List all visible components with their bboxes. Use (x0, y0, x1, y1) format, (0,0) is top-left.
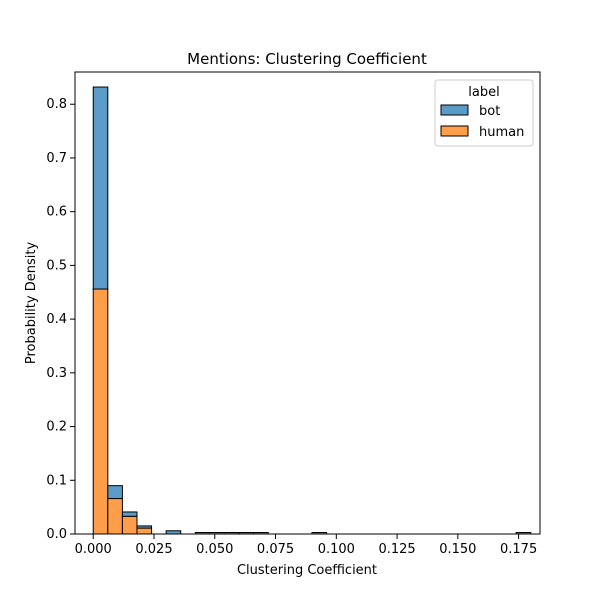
legend-swatch-bot (440, 104, 469, 116)
x-tick-label-6: 0.150 (439, 542, 476, 557)
y-tick-label-7: 0.7 (46, 151, 67, 166)
legend-swatch-human (440, 125, 469, 137)
legend-label-bot: bot (479, 104, 500, 119)
y-tick-label-2: 0.2 (46, 420, 67, 435)
bar-bot-bin-0 (92, 86, 109, 290)
x-tick-label-4: 0.100 (318, 542, 355, 557)
bar-bot-bin-2 (121, 511, 138, 517)
x-tick-label-5: 0.125 (378, 542, 415, 557)
legend-label-human: human (479, 125, 524, 140)
y-tick-label-1: 0.1 (46, 473, 67, 488)
x-axis: 0.000 0.025 0.050 0.075 0.100 0.125 0.150 0.175 (75, 534, 537, 557)
y-tick-label-8: 0.8 (46, 97, 67, 112)
bar-bot-bin-1 (107, 485, 123, 500)
chart-title: Mentions: Clustering Coefficient (187, 50, 427, 68)
bar-human-bin-0 (92, 288, 109, 535)
plot-frame (74, 71, 541, 535)
legend-title: label (468, 85, 499, 100)
y-tick-label-3: 0.3 (46, 366, 67, 381)
y-tick-label-0: 0.0 (46, 527, 67, 542)
y-axis-label: Probability Density (24, 242, 39, 365)
y-tick-label-5: 0.5 (46, 258, 67, 273)
x-tick-label-7: 0.175 (500, 542, 537, 557)
y-tick-label-4: 0.4 (46, 312, 67, 327)
bar-human-bin-1 (107, 498, 123, 535)
plot-area (92, 86, 532, 535)
x-tick-label-3: 0.075 (257, 542, 294, 557)
x-tick-label-2: 0.050 (196, 542, 233, 557)
x-tick-label-0: 0.000 (75, 542, 112, 557)
y-axis: 0.0 0.1 0.2 0.3 0.4 0.5 0.6 0.7 0.8 (46, 97, 75, 542)
x-axis-label: Clustering Coefficient (237, 563, 377, 578)
y-tick-label-6: 0.6 (46, 205, 67, 220)
legend: label bot human (434, 79, 534, 147)
bar-human-bin-3 (136, 527, 153, 535)
bar-human-bin-2 (121, 515, 138, 535)
x-tick-label-1: 0.025 (135, 542, 172, 557)
bar-bot-bin-3 (136, 525, 153, 529)
